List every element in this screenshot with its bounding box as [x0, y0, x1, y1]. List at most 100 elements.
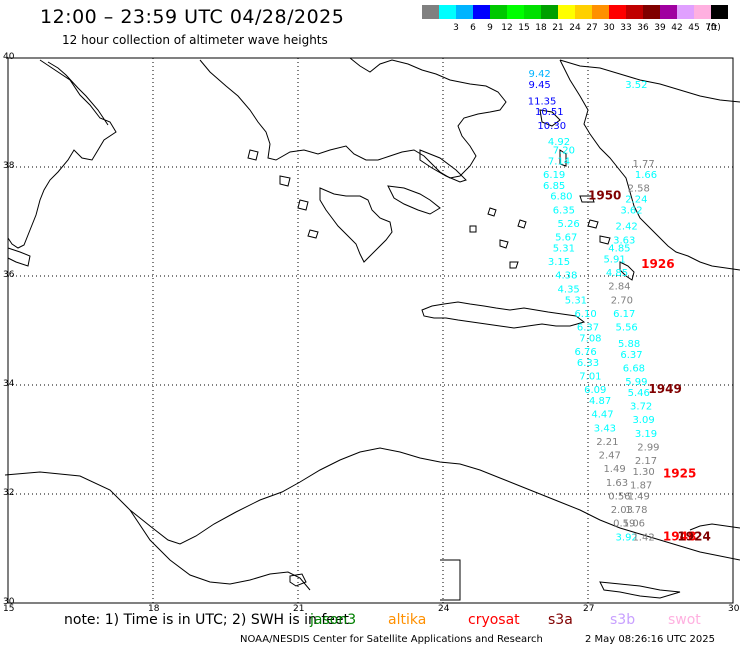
coastline-ionian-3 [297, 199, 309, 211]
wave-height-label: 2.21 [596, 437, 618, 448]
coastline-ionian-4 [307, 229, 319, 239]
legend-label: 12 [501, 23, 513, 33]
wave-height-label: 1.63 [606, 478, 628, 489]
wave-height-label: 5.88 [618, 339, 640, 350]
legend-swatch [456, 5, 473, 19]
coastline-peloponnese [319, 187, 393, 263]
wave-height-label: 9.45 [529, 80, 551, 91]
satellite-cryosat: cryosat [468, 612, 520, 628]
coastline-turkey [559, 59, 740, 271]
legend-label: 6 [470, 23, 476, 33]
wave-height-label: 6.68 [623, 363, 645, 374]
wave-height-label: 2.24 [625, 194, 647, 205]
legend-label: 39 [654, 23, 666, 33]
wave-height-label: 5.31 [565, 295, 587, 306]
pass-time-label: 1925 [663, 467, 696, 481]
satellite-altika: altika [388, 612, 427, 628]
wave-height-label: 6.10 [574, 309, 596, 320]
coastline-sicily [7, 247, 31, 267]
wave-height-label: 4.38 [555, 271, 577, 282]
wave-height-label: 1.87 [630, 481, 652, 492]
legend-swatch [422, 5, 439, 19]
coastline-dodecanese-1 [599, 235, 611, 245]
pass-time-label: 1949 [648, 382, 681, 396]
wave-height-label: 3.63 [613, 235, 635, 246]
wave-height-label: 3.09 [632, 415, 654, 426]
legend-label: 24 [569, 23, 581, 33]
wave-height-label: 6.17 [613, 309, 635, 320]
coastline-north-africa [4, 447, 740, 561]
wave-height-label: 1.78 [625, 505, 647, 516]
wave-height-label: 1.49 [628, 491, 650, 502]
legend-unit: (ft) [707, 23, 721, 33]
legend-label: 15 [518, 23, 530, 33]
coastline-ionian-1 [247, 149, 259, 161]
legend-label: 3 [453, 23, 459, 33]
page-title: 12:00 – 23:59 UTC 04/28/2025 [40, 6, 345, 28]
wave-height-label: 1.66 [635, 170, 657, 181]
coastline-cyclades-1 [469, 225, 477, 233]
legend-label: 36 [637, 23, 649, 33]
legend-swatch [643, 5, 660, 19]
legend-label: 21 [552, 23, 564, 33]
wave-height-label: 10.30 [537, 121, 566, 132]
wave-height-label: 7.01 [579, 372, 601, 383]
pass-time-label: 1950 [588, 189, 621, 203]
wave-height-label: 2.03 [611, 505, 633, 516]
lon-tick-label: 27 [583, 604, 595, 614]
satellite-s3a: s3a [548, 612, 573, 628]
wave-height-label: 1.42 [632, 532, 654, 543]
coastline-cyclades-2 [499, 239, 509, 249]
legend-swatch [592, 5, 609, 19]
coastline-layer [4, 57, 740, 601]
lat-tick-label: 40 [3, 52, 15, 62]
wave-height-label: 2.47 [599, 451, 621, 462]
satellite-s3b: s3b [610, 612, 636, 628]
wave-height-label: 4.85 [606, 268, 628, 279]
lon-tick-label: 15 [3, 604, 15, 614]
legend-label: 18 [535, 23, 547, 33]
wave-height-label: 4.87 [589, 396, 611, 407]
wave-height-label: 5.56 [616, 323, 638, 334]
legend-label: 33 [620, 23, 632, 33]
coastline-balkans [199, 57, 507, 179]
coastline-nile-delta [689, 523, 740, 531]
legend-swatch [558, 5, 575, 19]
pass-time-label: 1924 [677, 529, 710, 543]
wave-height-label: 11.35 [528, 96, 557, 107]
lon-tick-label: 18 [148, 604, 160, 614]
wave-height-label: 5.91 [603, 254, 625, 265]
wave-height-label: 0.56 [608, 491, 630, 502]
wave-height-label: 2.17 [635, 456, 657, 467]
coastline-africa-inland [129, 509, 311, 591]
coastline-lake-1 [440, 559, 461, 601]
wave-height-label: 3.43 [594, 423, 616, 434]
lat-tick-label: 30 [3, 597, 15, 607]
wave-height-label: 2.99 [637, 442, 659, 453]
wave-height-label: 6.76 [574, 347, 596, 358]
coastline-ionian-2 [279, 175, 291, 187]
wave-height-label: 6.85 [543, 181, 565, 192]
legend-swatch [626, 5, 643, 19]
coastline-dodecanese-2 [587, 219, 599, 229]
coastline-crete [421, 301, 586, 329]
satellite-swot: swot [668, 612, 701, 628]
legend-label: 45 [688, 23, 700, 33]
legend-swatch [660, 5, 677, 19]
wave-height-label: 6.37 [577, 323, 599, 334]
coastline-samos [579, 195, 595, 203]
legend-label: 70 [705, 23, 717, 33]
wave-height-label: 4.92 [548, 137, 570, 148]
legend-swatch [490, 5, 507, 19]
wave-height-label: 3.92 [616, 532, 638, 543]
wave-height-label: 5.99 [625, 377, 647, 388]
lat-tick-label: 36 [3, 270, 15, 280]
legend-swatch [677, 5, 694, 19]
wave-height-label: 1.30 [632, 467, 654, 478]
pass-time-label: 1948 [663, 529, 696, 543]
wave-height-label: 6.19 [543, 170, 565, 181]
wave-height-label: 5.46 [628, 388, 650, 399]
wave-height-label: 1.77 [632, 159, 654, 170]
